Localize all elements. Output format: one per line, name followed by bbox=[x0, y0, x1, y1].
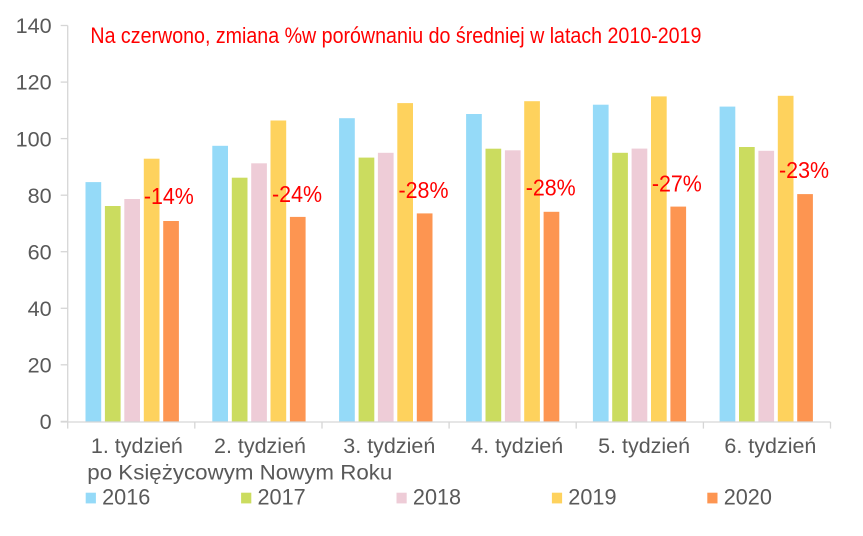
svg-text:2017: 2017 bbox=[258, 485, 306, 510]
svg-text:2018: 2018 bbox=[413, 485, 461, 510]
svg-text:5. tydzień: 5. tydzień bbox=[598, 434, 690, 458]
svg-text:140: 140 bbox=[16, 13, 52, 38]
svg-text:2019: 2019 bbox=[568, 485, 616, 510]
svg-text:6. tydzień: 6. tydzień bbox=[724, 434, 816, 458]
svg-text:-14%: -14% bbox=[144, 183, 194, 209]
svg-text:60: 60 bbox=[28, 239, 52, 264]
svg-text:Na czerwono, zmiana %w porówna: Na czerwono, zmiana %w porównaniu do śre… bbox=[90, 23, 701, 48]
svg-text:-23%: -23% bbox=[779, 157, 829, 183]
svg-text:2020: 2020 bbox=[724, 485, 772, 510]
svg-text:-28%: -28% bbox=[399, 177, 449, 203]
svg-text:-24%: -24% bbox=[272, 181, 322, 207]
svg-text:3. tydzień: 3. tydzień bbox=[343, 434, 435, 458]
svg-text:4. tydzień: 4. tydzień bbox=[471, 434, 563, 458]
svg-text:-27%: -27% bbox=[652, 170, 702, 196]
svg-text:120: 120 bbox=[16, 70, 52, 95]
svg-text:40: 40 bbox=[28, 296, 52, 321]
svg-text:1. tydzień: 1. tydzień bbox=[91, 434, 183, 458]
svg-text:2. tydzień: 2. tydzień bbox=[214, 434, 306, 458]
svg-text:100: 100 bbox=[16, 126, 52, 151]
svg-text:po Księżycowym Nowym Roku: po Księżycowym Nowym Roku bbox=[87, 460, 392, 484]
svg-text:0: 0 bbox=[40, 409, 52, 434]
svg-text:-28%: -28% bbox=[526, 175, 576, 201]
svg-text:2016: 2016 bbox=[102, 485, 150, 510]
svg-text:20: 20 bbox=[28, 353, 52, 378]
svg-text:80: 80 bbox=[28, 183, 52, 208]
